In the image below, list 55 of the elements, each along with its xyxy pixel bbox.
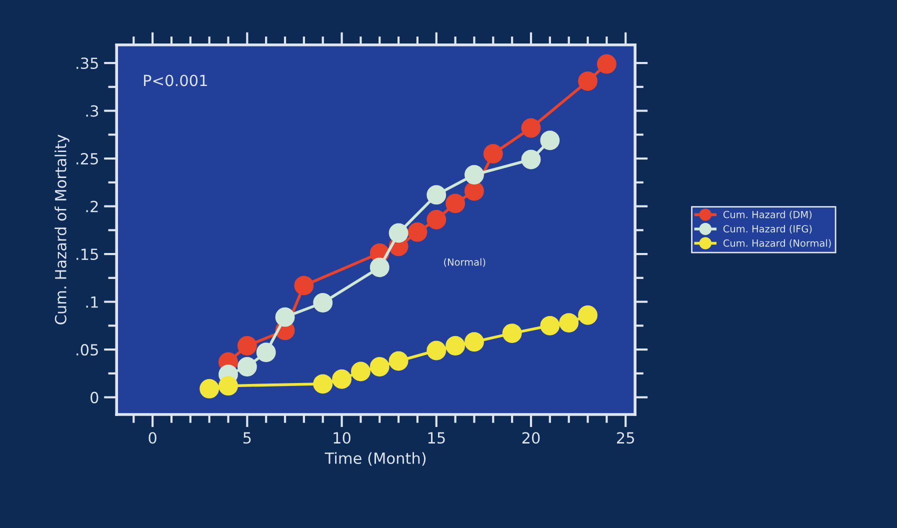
point	[521, 150, 541, 170]
y-tick-label: .1	[86, 296, 98, 308]
point	[256, 342, 276, 362]
point	[426, 185, 446, 205]
x-tick-label: 25	[617, 432, 634, 444]
point	[313, 374, 333, 394]
x-axis-title: Time (Month)	[324, 452, 426, 466]
legend-label: Cum. Hazard (DM)	[723, 210, 812, 220]
annotation: P<0.001	[144, 74, 207, 86]
point	[388, 223, 408, 243]
point	[370, 258, 390, 278]
point	[559, 313, 579, 333]
y-axis-title: Cum. Hazard of Mortality	[54, 134, 70, 324]
point	[464, 165, 484, 184]
legend-label: Cum. Hazard (IFG)	[723, 224, 812, 234]
point	[540, 316, 560, 336]
y-tick-label: .35	[76, 57, 98, 70]
y-tick-label: 0	[90, 392, 98, 404]
x-tick-label: 20	[522, 432, 540, 444]
point	[446, 194, 466, 214]
annotation: (Normal)	[444, 258, 486, 267]
point	[275, 307, 295, 327]
point	[464, 332, 484, 352]
point	[237, 336, 257, 356]
point	[540, 130, 560, 150]
point	[502, 324, 522, 344]
x-tick-label: 10	[334, 432, 350, 444]
x-tick-label: 5	[243, 432, 251, 444]
x-tick-label: 15	[428, 432, 445, 444]
legend-label: Cum. Hazard (Normal)	[723, 239, 831, 248]
y-tick-label: .15	[76, 248, 98, 260]
point	[578, 71, 598, 91]
point	[350, 362, 370, 382]
y-tick-label: .05	[76, 344, 98, 356]
point	[313, 293, 333, 312]
point	[426, 210, 446, 230]
point	[200, 378, 220, 398]
point	[408, 222, 428, 242]
y-tick-label: .3	[86, 105, 98, 117]
point	[483, 144, 503, 164]
point	[370, 357, 390, 376]
x-tick-label: 0	[148, 432, 156, 444]
point	[218, 376, 238, 396]
point	[578, 305, 598, 325]
point	[237, 357, 257, 376]
point	[521, 118, 541, 138]
y-tick-label: .2	[86, 200, 98, 212]
y-tick-label: .25	[76, 152, 98, 165]
point	[294, 276, 314, 296]
point	[464, 181, 484, 201]
point	[388, 351, 408, 371]
point	[596, 54, 616, 74]
point	[332, 369, 352, 389]
point	[426, 340, 446, 360]
point	[446, 336, 466, 356]
